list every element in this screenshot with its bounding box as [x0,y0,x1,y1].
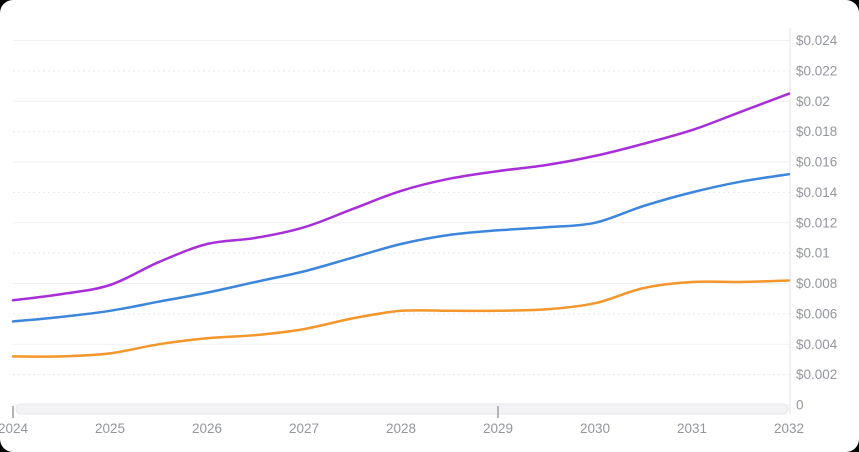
series-line-series-2-blue [11,172,791,323]
x-axis-label: 2025 [95,421,125,436]
x-axis-label: 2030 [580,421,610,436]
y-axis-label: $0.018 [796,124,837,139]
x-axis-label: 2026 [192,421,222,436]
x-axis-label: 2029 [483,421,513,436]
x-axis-label: 2027 [289,421,319,436]
y-axis-label: $0.02 [796,94,830,109]
x-axis-label: 2031 [677,421,707,436]
y-axis-label: $0.01 [796,246,830,261]
x-axis-label: 2024 [0,421,29,436]
y-axis-label: $0.014 [796,185,838,200]
x-axis-label: 2028 [386,421,416,436]
series-line-series-3-orange [11,279,791,358]
x-axis-label: 2032 [774,421,804,436]
y-axis-label: $0.006 [796,306,837,321]
x-axis-scrollbar[interactable] [15,403,789,415]
y-axis-label: $0.002 [796,367,837,382]
y-axis-label: 0 [796,398,804,413]
series-line-series-1-purple [11,92,791,302]
y-axis-label: $0.024 [796,33,838,48]
y-axis-label: $0.012 [796,215,837,230]
y-axis-label: $0.004 [796,337,838,352]
y-axis-label: $0.008 [796,276,837,291]
y-axis-label: $0.022 [796,63,837,78]
y-axis-label: $0.016 [796,155,837,170]
